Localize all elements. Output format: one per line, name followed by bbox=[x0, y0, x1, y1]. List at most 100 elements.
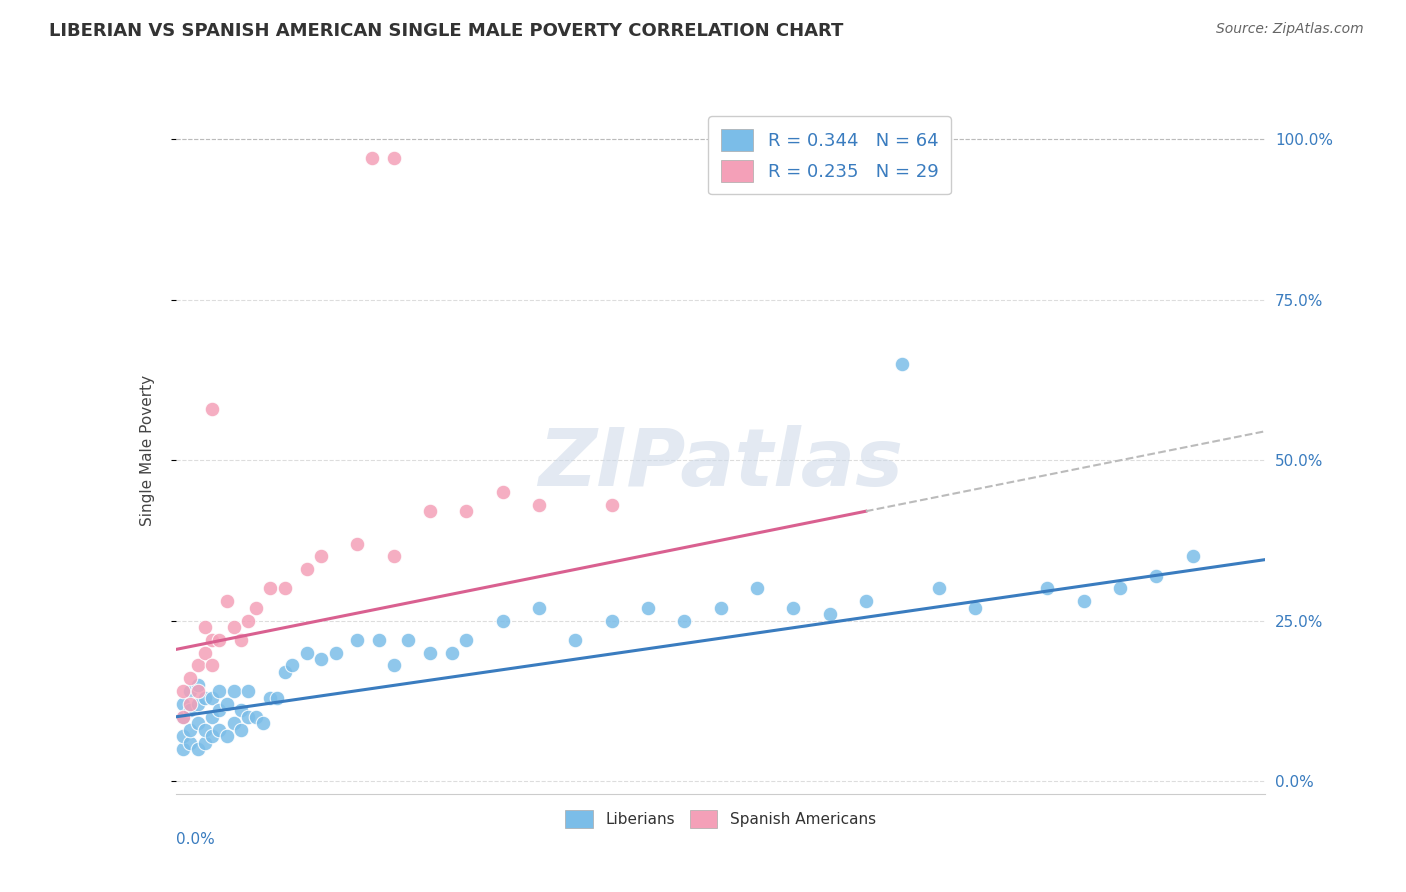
Point bbox=[172, 697, 194, 711]
Point bbox=[186, 684, 209, 698]
Point bbox=[238, 614, 260, 628]
Y-axis label: Single Male Poverty: Single Male Poverty bbox=[141, 375, 155, 526]
Point bbox=[215, 697, 238, 711]
Point bbox=[891, 357, 914, 371]
Point bbox=[186, 678, 209, 692]
Point bbox=[1181, 549, 1204, 564]
Point bbox=[179, 697, 201, 711]
Point bbox=[382, 549, 405, 564]
Point bbox=[186, 697, 209, 711]
Point bbox=[360, 152, 382, 166]
Point bbox=[456, 504, 478, 518]
Text: 0.0%: 0.0% bbox=[176, 831, 215, 847]
Point bbox=[222, 716, 245, 731]
Point bbox=[208, 703, 231, 717]
Point bbox=[231, 632, 253, 647]
Point bbox=[346, 632, 368, 647]
Point bbox=[222, 620, 245, 634]
Point bbox=[172, 710, 194, 724]
Point bbox=[309, 652, 332, 666]
Point bbox=[1109, 582, 1132, 596]
Point bbox=[456, 632, 478, 647]
Point bbox=[818, 607, 841, 622]
Point bbox=[238, 684, 260, 698]
Point bbox=[600, 498, 623, 512]
Point bbox=[186, 716, 209, 731]
Point bbox=[179, 723, 201, 737]
Point bbox=[419, 504, 441, 518]
Point bbox=[208, 723, 231, 737]
Point bbox=[231, 703, 253, 717]
Point bbox=[274, 582, 297, 596]
Point bbox=[1073, 594, 1095, 608]
Point bbox=[266, 690, 288, 705]
Point bbox=[201, 710, 224, 724]
Point bbox=[527, 600, 550, 615]
Point bbox=[245, 710, 267, 724]
Point bbox=[396, 632, 419, 647]
Point bbox=[382, 152, 405, 166]
Point bbox=[928, 582, 950, 596]
Point bbox=[179, 684, 201, 698]
Text: ZIPatlas: ZIPatlas bbox=[538, 425, 903, 503]
Point bbox=[208, 684, 231, 698]
Point bbox=[527, 498, 550, 512]
Point bbox=[782, 600, 804, 615]
Point bbox=[325, 646, 347, 660]
Point bbox=[281, 658, 304, 673]
Point bbox=[600, 614, 623, 628]
Point bbox=[637, 600, 659, 615]
Point bbox=[179, 703, 201, 717]
Point bbox=[963, 600, 986, 615]
Point bbox=[295, 646, 318, 660]
Point bbox=[710, 600, 733, 615]
Point bbox=[215, 729, 238, 743]
Point bbox=[194, 690, 217, 705]
Point bbox=[492, 485, 515, 500]
Point bbox=[1146, 568, 1168, 582]
Point bbox=[172, 710, 194, 724]
Point bbox=[1036, 582, 1059, 596]
Point bbox=[231, 723, 253, 737]
Point bbox=[194, 723, 217, 737]
Point bbox=[194, 735, 217, 749]
Point bbox=[201, 401, 224, 416]
Point bbox=[194, 646, 217, 660]
Point bbox=[222, 684, 245, 698]
Point bbox=[186, 742, 209, 756]
Text: Source: ZipAtlas.com: Source: ZipAtlas.com bbox=[1216, 22, 1364, 37]
Point bbox=[274, 665, 297, 679]
Point bbox=[201, 658, 224, 673]
Point bbox=[259, 582, 281, 596]
Point bbox=[201, 632, 224, 647]
Point bbox=[215, 594, 238, 608]
Point bbox=[855, 594, 877, 608]
Legend: Liberians, Spanish Americans: Liberians, Spanish Americans bbox=[560, 804, 882, 834]
Point bbox=[368, 632, 391, 647]
Point bbox=[419, 646, 441, 660]
Point bbox=[309, 549, 332, 564]
Point bbox=[673, 614, 696, 628]
Point bbox=[238, 710, 260, 724]
Point bbox=[745, 582, 768, 596]
Point bbox=[346, 536, 368, 550]
Point bbox=[172, 684, 194, 698]
Point bbox=[201, 690, 224, 705]
Point bbox=[179, 671, 201, 685]
Point bbox=[194, 620, 217, 634]
Point bbox=[172, 742, 194, 756]
Point bbox=[172, 729, 194, 743]
Point bbox=[295, 562, 318, 576]
Text: LIBERIAN VS SPANISH AMERICAN SINGLE MALE POVERTY CORRELATION CHART: LIBERIAN VS SPANISH AMERICAN SINGLE MALE… bbox=[49, 22, 844, 40]
Point bbox=[564, 632, 586, 647]
Point bbox=[259, 690, 281, 705]
Point bbox=[201, 729, 224, 743]
Point bbox=[440, 646, 463, 660]
Point bbox=[245, 600, 267, 615]
Point bbox=[382, 658, 405, 673]
Point bbox=[252, 716, 274, 731]
Point bbox=[186, 658, 209, 673]
Point bbox=[179, 735, 201, 749]
Point bbox=[208, 632, 231, 647]
Point bbox=[492, 614, 515, 628]
